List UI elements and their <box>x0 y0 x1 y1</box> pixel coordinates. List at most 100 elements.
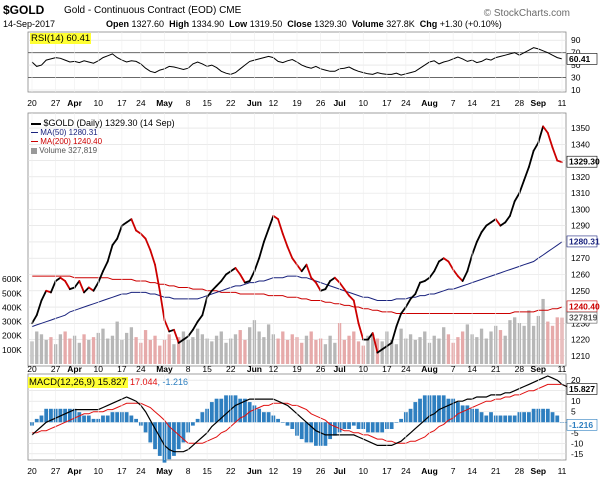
volume-bar <box>446 334 451 364</box>
x-tick-label-middle: 20 <box>27 364 37 374</box>
macd-histogram-bar <box>545 408 550 423</box>
volume-bar <box>342 339 346 364</box>
volume-bar <box>437 338 441 364</box>
rsi-tick-label: 50 <box>571 60 581 70</box>
macd-histogram-bar <box>460 405 465 423</box>
price-segment <box>267 215 275 230</box>
price-segment <box>64 280 71 291</box>
price-segment <box>490 218 497 224</box>
volume-bar <box>281 331 285 364</box>
volume-bar <box>513 317 517 364</box>
price-segment <box>494 218 502 227</box>
volume-bar <box>304 335 309 364</box>
price-segment <box>438 257 445 263</box>
volume-bar <box>266 324 271 364</box>
price-segment <box>527 149 535 168</box>
macd-tick-label: 5 <box>571 407 576 417</box>
volume-bar <box>484 338 488 364</box>
volume-bar <box>177 337 181 364</box>
macd-histogram-bar <box>389 422 394 429</box>
macd-histogram-bar <box>370 422 375 433</box>
price-segment <box>210 284 218 292</box>
x-tick-label-upper: 10 <box>359 98 369 108</box>
x-tick-label-upper: 20 <box>27 98 37 108</box>
x-tick-label-middle: May <box>156 364 173 374</box>
x-tick-label-lower: Aug <box>421 466 438 476</box>
macd-histogram-bar <box>328 422 333 440</box>
macd-histogram-bar <box>153 422 157 450</box>
x-tick-label-middle: 24 <box>136 364 146 374</box>
volume-bar <box>408 334 413 364</box>
macd-histogram-bar <box>508 415 512 423</box>
macd-histogram-bar <box>394 422 399 423</box>
volume-bar <box>35 331 39 364</box>
macd-histogram-bar <box>484 415 489 423</box>
price-segment <box>367 332 374 341</box>
macd-histogram-bar <box>34 418 39 423</box>
price-segment <box>97 270 104 284</box>
macd-histogram-bar <box>375 422 380 433</box>
volume-bar <box>328 335 332 364</box>
price-tick-label: 1250 <box>571 286 590 296</box>
macd-histogram-bar <box>441 395 446 423</box>
x-tick-label-lower: Apr <box>67 466 82 476</box>
price-tick-label: 1210 <box>571 351 590 361</box>
volume-bar <box>394 344 399 364</box>
rsi-panel: 90 70 50 30 10 60.41 <box>27 31 598 95</box>
x-tick-label-lower: 19 <box>292 466 302 476</box>
instrument-name: Gold - Continuous Contract (EOD) CME <box>64 5 242 16</box>
volume-bar <box>181 331 186 364</box>
ma50-current-tag-text: 1280.31 <box>569 236 600 246</box>
x-tick-label-lower: 10 <box>359 466 369 476</box>
volume-bar <box>290 334 294 364</box>
volume-bar <box>106 338 110 364</box>
price-segment <box>83 286 90 294</box>
macd-hist-current-tag-text: -1.216 <box>569 420 593 430</box>
volume-bar <box>498 330 503 364</box>
volume-bar <box>58 334 63 364</box>
price-segment <box>130 218 138 232</box>
x-tick-label-upper: 21 <box>491 98 501 108</box>
price-segment <box>239 273 246 284</box>
macd-histogram-bar <box>446 398 451 423</box>
price-segment <box>106 244 114 263</box>
price-segment <box>92 281 100 292</box>
volume-bar <box>200 334 205 364</box>
volume-bar <box>224 342 228 364</box>
x-tick-label-middle: Jun <box>247 364 262 374</box>
price-segment <box>262 228 270 243</box>
macd-histogram-bar <box>238 398 243 423</box>
macd-histogram-bar <box>176 422 181 450</box>
price-segment <box>196 314 204 323</box>
quote-date: 14-Sep-2017 <box>3 19 56 29</box>
macd-histogram-bar <box>134 418 138 423</box>
price-tick-label: 1310 <box>571 188 590 198</box>
macd-tick-label: -5 <box>571 428 579 438</box>
x-tick-label-middle: 17 <box>382 364 392 374</box>
volume-bar <box>479 328 484 364</box>
price-segment <box>54 276 62 282</box>
macd-histogram-bar <box>243 398 247 423</box>
macd-histogram-bar <box>351 422 356 426</box>
price-segment <box>390 325 398 344</box>
price-segment <box>310 276 317 284</box>
price-segment <box>315 281 322 292</box>
x-tick-label-middle: Sep <box>531 364 547 374</box>
x-tick-label-upper: 24 <box>136 98 146 108</box>
macd-histogram-bar <box>77 412 82 423</box>
price-segment <box>291 257 298 266</box>
price-segment <box>456 275 464 282</box>
price-segment <box>485 221 492 227</box>
price-segment <box>447 260 455 271</box>
volume-bar <box>257 331 261 364</box>
macd-histogram-bar <box>512 415 517 423</box>
price-segment <box>333 276 341 284</box>
price-segment <box>31 314 38 325</box>
macd-histogram-bar <box>285 422 290 426</box>
macd-histogram-bar <box>304 422 309 443</box>
price-segment <box>357 322 365 341</box>
volume-bar <box>91 337 96 364</box>
x-tick-label-upper: 24 <box>401 98 411 108</box>
macd-histogram-bar <box>63 408 68 423</box>
